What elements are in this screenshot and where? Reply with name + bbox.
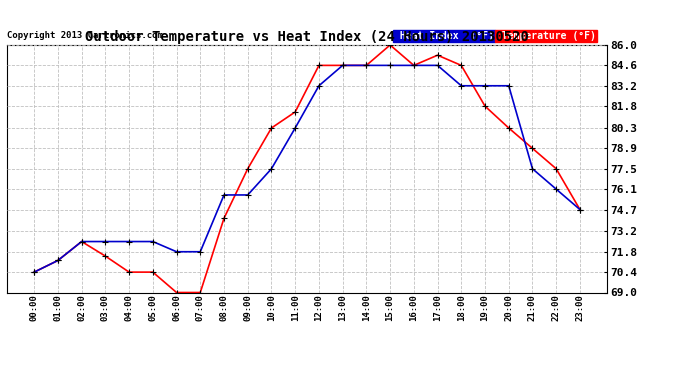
Text: Temperature (°F): Temperature (°F)	[496, 31, 596, 41]
Text: Copyright 2013 Cartronics.com: Copyright 2013 Cartronics.com	[7, 31, 163, 40]
Title: Outdoor Temperature vs Heat Index (24 Hours) 20130520: Outdoor Temperature vs Heat Index (24 Ho…	[85, 30, 529, 44]
Text: Heat Index  (°F): Heat Index (°F)	[394, 31, 494, 41]
